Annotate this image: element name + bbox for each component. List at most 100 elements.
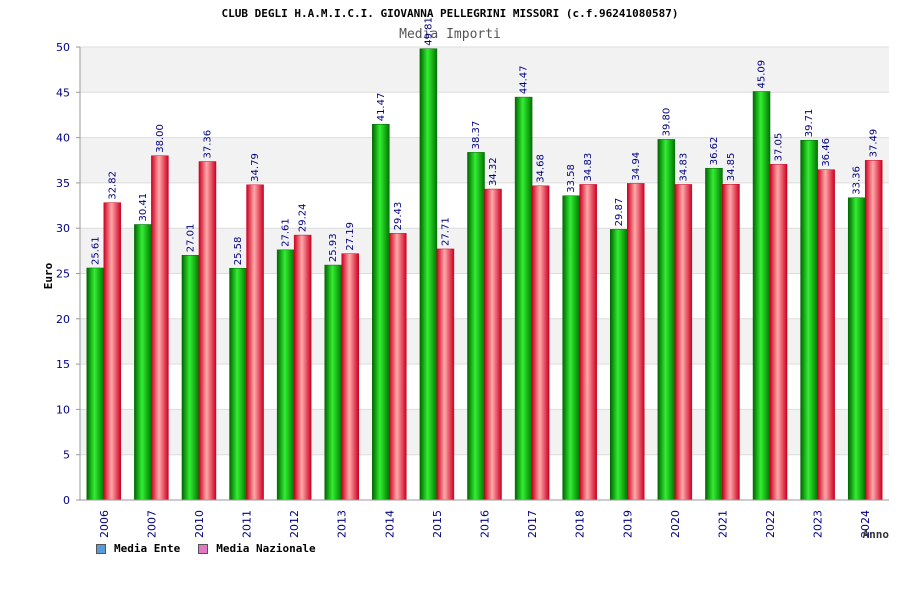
bar-media-nazionale — [484, 188, 502, 501]
data-label-media-ente: 27.61 — [281, 218, 292, 247]
x-tick-label: 2013 — [336, 510, 349, 538]
bar-media-ente — [657, 139, 676, 501]
data-label-media-nazionale: 38.00 — [155, 124, 166, 153]
bar-media-nazionale — [389, 233, 407, 501]
data-label-media-nazionale: 27.19 — [345, 222, 356, 251]
x-axis-label: Anno — [863, 528, 890, 541]
bar-media-nazionale — [436, 248, 455, 501]
legend-item-media-ente[interactable]: Media Ente — [96, 542, 180, 555]
data-label-media-nazionale: 37.05 — [774, 133, 785, 162]
bar-media-nazionale — [722, 184, 740, 501]
data-label-media-ente: 44.47 — [519, 65, 530, 94]
bar-media-ente — [229, 267, 247, 501]
data-label-media-ente: 25.93 — [328, 233, 339, 262]
x-tick-label: 2023 — [812, 510, 825, 538]
data-label-media-ente: 38.37 — [471, 121, 482, 150]
bar-media-ente — [467, 152, 485, 501]
y-axis-label: Euro — [42, 262, 55, 289]
data-label-media-nazionale: 37.49 — [869, 129, 880, 158]
bar-media-ente — [562, 195, 580, 501]
y-tick-label: 35 — [56, 177, 70, 190]
x-tick-label: 2024 — [859, 510, 872, 538]
x-tick-label: 2015 — [431, 510, 444, 538]
y-tick-label: 25 — [56, 268, 70, 281]
chart-subtitle: Media Importi — [399, 27, 501, 42]
y-tick-label: 30 — [56, 222, 70, 235]
data-label-media-ente: 36.62 — [709, 137, 720, 166]
bar-media-ente — [847, 197, 866, 501]
bar-media-ente — [419, 48, 438, 501]
data-label-media-nazionale: 34.83 — [678, 153, 689, 182]
bar-media-nazionale — [864, 160, 883, 501]
bar-media-nazionale — [293, 234, 312, 501]
bar-media-nazionale — [341, 253, 359, 501]
x-tick-label: 2014 — [383, 510, 396, 538]
legend-item-media-nazionale[interactable]: Media Nazionale — [198, 542, 316, 555]
x-tick-label: 2016 — [479, 510, 492, 538]
x-tick-label: 2018 — [574, 510, 587, 538]
data-label-media-ente: 29.87 — [614, 198, 625, 227]
data-label-media-ente: 33.58 — [566, 164, 577, 193]
data-label-media-ente: 39.80 — [661, 108, 672, 137]
bar-media-ente — [610, 229, 628, 501]
x-tick-label: 2006 — [98, 510, 111, 538]
bar-media-ente — [134, 224, 152, 501]
legend-swatch-ente — [96, 543, 106, 554]
data-label-media-nazionale: 34.85 — [726, 153, 737, 182]
bar-media-ente — [276, 249, 295, 501]
x-tick-label: 2007 — [145, 510, 158, 538]
y-tick-label: 15 — [56, 358, 70, 371]
x-tick-label: 2012 — [288, 510, 301, 538]
x-tick-label: 2019 — [621, 510, 634, 538]
bar-media-ente — [181, 255, 200, 501]
x-tick-label: 2022 — [764, 510, 777, 538]
data-label-media-ente: 41.47 — [376, 93, 387, 122]
chart-title: CLUB DEGLI H.A.M.I.C.I. GIOVANNA PELLEGR… — [222, 7, 679, 20]
data-label-media-nazionale: 34.94 — [631, 152, 642, 181]
bar-media-nazionale — [579, 184, 597, 501]
data-label-media-ente: 33.36 — [852, 166, 863, 195]
x-tick-label: 2017 — [526, 510, 539, 538]
data-label-media-nazionale: 34.79 — [250, 153, 261, 182]
y-tick-label: 0 — [63, 494, 70, 507]
data-label-media-ente: 49.81 — [423, 17, 434, 46]
data-label-media-nazionale: 37.36 — [202, 130, 213, 159]
plot-band — [80, 47, 889, 93]
data-label-media-nazionale: 29.43 — [393, 202, 404, 231]
bar-media-nazionale — [198, 161, 217, 501]
bar-media-ente — [752, 91, 771, 501]
data-label-media-nazionale: 27.71 — [440, 217, 451, 246]
bar-media-nazionale — [674, 184, 693, 501]
bar-media-nazionale — [817, 169, 835, 501]
x-tick-label: 2020 — [669, 510, 682, 538]
data-label-media-nazionale: 32.82 — [107, 171, 118, 200]
x-tick-label: 2010 — [193, 510, 206, 538]
data-label-media-ente: 30.41 — [138, 193, 149, 222]
x-tick-label: 2011 — [241, 510, 254, 538]
data-label-media-nazionale: 36.46 — [821, 138, 832, 167]
data-labels-group: 25.61 32.82 30.41 38.00 27.01 37.36 25.58 34.79… — [90, 17, 879, 265]
y-tick-label: 10 — [56, 403, 70, 416]
data-label-media-ente: 25.61 — [90, 236, 101, 265]
bar-media-nazionale — [103, 202, 122, 501]
data-label-media-ente: 27.01 — [185, 224, 196, 253]
data-label-media-ente: 39.71 — [804, 109, 815, 138]
axes-group: 0 5 10 15 20 25 30 35 40 45 50 2006 2007 2010 2011 2012… — [56, 41, 889, 538]
bar-media-ente — [514, 96, 533, 501]
bar-media-ente — [372, 124, 390, 501]
bar-media-ente — [705, 167, 723, 501]
y-tick-label: 40 — [56, 132, 70, 145]
legend-label-ente: Media Ente — [114, 542, 181, 555]
data-label-media-nazionale: 29.24 — [298, 203, 309, 232]
data-label-media-nazionale: 34.83 — [583, 153, 594, 182]
y-tick-label: 20 — [56, 313, 70, 326]
y-tick-label: 5 — [63, 449, 70, 462]
data-label-media-nazionale: 34.68 — [536, 154, 547, 183]
data-label-media-nazionale: 34.32 — [488, 157, 499, 186]
bars-group — [86, 48, 883, 501]
bar-media-ente — [86, 267, 105, 501]
bar-media-ente — [324, 264, 342, 501]
data-label-media-ente: 45.09 — [757, 60, 768, 89]
bar-media-nazionale — [246, 184, 264, 501]
